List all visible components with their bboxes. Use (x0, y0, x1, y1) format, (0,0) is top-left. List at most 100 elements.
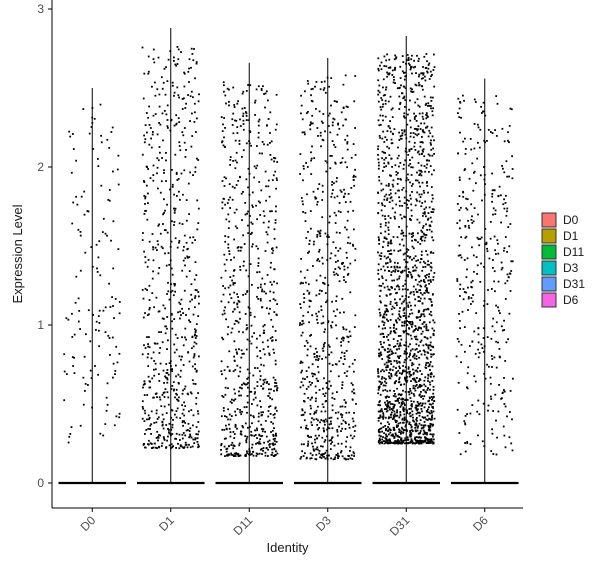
point-D3-132 (309, 413, 312, 415)
point-D3-628 (341, 263, 344, 265)
point-D31-211 (426, 125, 429, 128)
point-D31-994 (381, 99, 384, 101)
legend-swatch-D1 (541, 228, 557, 244)
point-D3-92 (331, 321, 334, 324)
point-D31-1311 (378, 387, 381, 389)
point-D11-24 (258, 181, 261, 183)
point-D31-493 (417, 327, 420, 330)
point-D31-336 (421, 112, 424, 115)
point-D3-329 (322, 139, 325, 142)
point-D31-1763 (382, 130, 385, 133)
point-D11-609 (225, 177, 227, 180)
point-D11-217 (243, 383, 246, 385)
point-D31-3 (384, 408, 386, 410)
point-D6-90 (456, 408, 459, 411)
point-D3-428 (351, 384, 354, 386)
point-D6-11 (503, 377, 505, 379)
point-D31-364 (419, 350, 421, 352)
point-D31-1753 (428, 129, 431, 132)
point-D1-290 (173, 318, 176, 320)
point-D31-1179 (420, 313, 423, 316)
point-D3-641 (321, 262, 324, 265)
point-D31-1372 (390, 434, 393, 437)
point-D1-316 (195, 323, 198, 325)
point-D31-458 (418, 344, 420, 347)
point-D1-87 (141, 417, 144, 420)
point-D31-1031 (417, 241, 419, 244)
point-D31-39 (380, 108, 383, 111)
point-D1-450 (149, 442, 152, 445)
point-D11-586 (263, 324, 266, 326)
point-D1-485 (195, 335, 198, 337)
point-D31-625 (407, 178, 410, 181)
point-D1-267 (188, 256, 191, 258)
point-D11-3 (249, 453, 252, 456)
point-D3-591 (305, 426, 307, 429)
point-D31-262 (398, 376, 401, 379)
point-D31-1024 (391, 350, 393, 353)
point-D11-61 (227, 301, 230, 304)
point-D1-629 (146, 131, 148, 134)
point-D31-1570 (389, 242, 392, 245)
point-D1-73 (193, 121, 196, 123)
point-D31-1716 (383, 377, 386, 380)
point-D3-269 (318, 248, 321, 251)
point-D6-324 (495, 253, 497, 255)
point-D1-184 (142, 97, 145, 100)
point-D11-393 (227, 408, 229, 411)
point-D31-431 (420, 254, 423, 256)
point-D31-506 (420, 193, 423, 196)
point-D31-1391 (381, 441, 383, 444)
point-D31-780 (399, 103, 401, 105)
point-D31-1326 (390, 416, 392, 419)
point-D6-164 (464, 153, 467, 155)
point-D1-500 (195, 62, 198, 65)
point-D3-496 (346, 106, 349, 108)
point-D11-372 (266, 124, 268, 127)
point-D0-134 (118, 416, 121, 419)
point-D31-846 (403, 115, 405, 118)
point-D3-255 (315, 391, 318, 394)
point-D31-401 (417, 259, 419, 262)
point-D3-394 (322, 393, 325, 395)
point-D31-1269 (387, 72, 390, 75)
point-D11-479 (267, 448, 269, 451)
point-D3-49 (354, 424, 357, 427)
point-D1-537 (165, 264, 168, 267)
point-D11-499 (253, 416, 255, 419)
point-D31-1785 (400, 394, 402, 397)
point-D11-590 (241, 425, 244, 427)
point-D31-17 (377, 441, 380, 443)
point-D11-669 (247, 224, 249, 227)
point-D31-1601 (432, 293, 434, 295)
point-D3-365 (336, 429, 339, 431)
point-D31-1426 (402, 234, 405, 237)
point-D3-518 (303, 419, 306, 422)
point-D1-295 (186, 248, 189, 251)
point-D11-180 (226, 333, 229, 336)
point-D31-1275 (385, 221, 387, 224)
point-D31-664 (378, 442, 381, 445)
point-D1-258 (178, 382, 180, 385)
point-D1-475 (194, 437, 197, 440)
point-D11-97 (224, 455, 226, 457)
point-D11-387 (239, 317, 241, 320)
point-D31-778 (401, 205, 404, 207)
point-D6-134 (472, 220, 475, 223)
point-D31-857 (404, 379, 407, 382)
point-D31-988 (389, 408, 391, 411)
point-D1-118 (164, 307, 166, 310)
point-D11-547 (235, 208, 238, 211)
point-D1-131 (164, 229, 167, 232)
point-D31-232 (380, 61, 383, 64)
point-D1-573 (169, 188, 171, 191)
point-D11-148 (267, 410, 270, 412)
point-D31-224 (386, 405, 388, 408)
point-D6-137 (490, 395, 492, 398)
point-D3-609 (327, 125, 330, 127)
point-D31-1639 (385, 88, 387, 91)
point-D31-1597 (410, 432, 412, 435)
point-D31-1261 (398, 95, 401, 98)
point-D31-330 (426, 419, 429, 421)
point-D31-1531 (385, 369, 388, 371)
